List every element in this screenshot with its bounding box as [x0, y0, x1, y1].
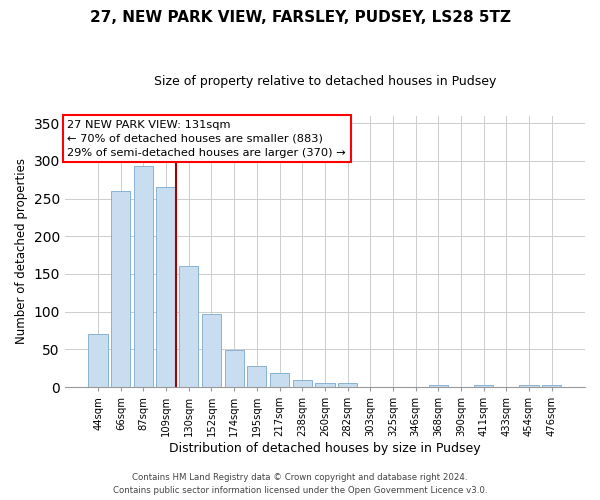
Title: Size of property relative to detached houses in Pudsey: Size of property relative to detached ho… — [154, 75, 496, 88]
Text: 27, NEW PARK VIEW, FARSLEY, PUDSEY, LS28 5TZ: 27, NEW PARK VIEW, FARSLEY, PUDSEY, LS28… — [89, 10, 511, 25]
Bar — [134, 166, 153, 387]
Bar — [474, 385, 493, 387]
Bar — [111, 191, 130, 387]
Bar — [428, 385, 448, 387]
Y-axis label: Number of detached properties: Number of detached properties — [15, 158, 28, 344]
Bar — [247, 366, 266, 387]
Bar — [315, 382, 335, 387]
Bar — [542, 385, 562, 387]
Bar — [157, 187, 176, 387]
Bar — [520, 385, 539, 387]
Text: 27 NEW PARK VIEW: 131sqm
← 70% of detached houses are smaller (883)
29% of semi-: 27 NEW PARK VIEW: 131sqm ← 70% of detach… — [67, 120, 346, 158]
X-axis label: Distribution of detached houses by size in Pudsey: Distribution of detached houses by size … — [169, 442, 481, 455]
Bar — [202, 314, 221, 387]
Bar — [270, 374, 289, 387]
Bar — [338, 384, 357, 387]
Bar — [224, 350, 244, 387]
Bar — [293, 380, 312, 387]
Bar — [179, 266, 199, 387]
Text: Contains HM Land Registry data © Crown copyright and database right 2024.
Contai: Contains HM Land Registry data © Crown c… — [113, 474, 487, 495]
Bar — [88, 334, 108, 387]
